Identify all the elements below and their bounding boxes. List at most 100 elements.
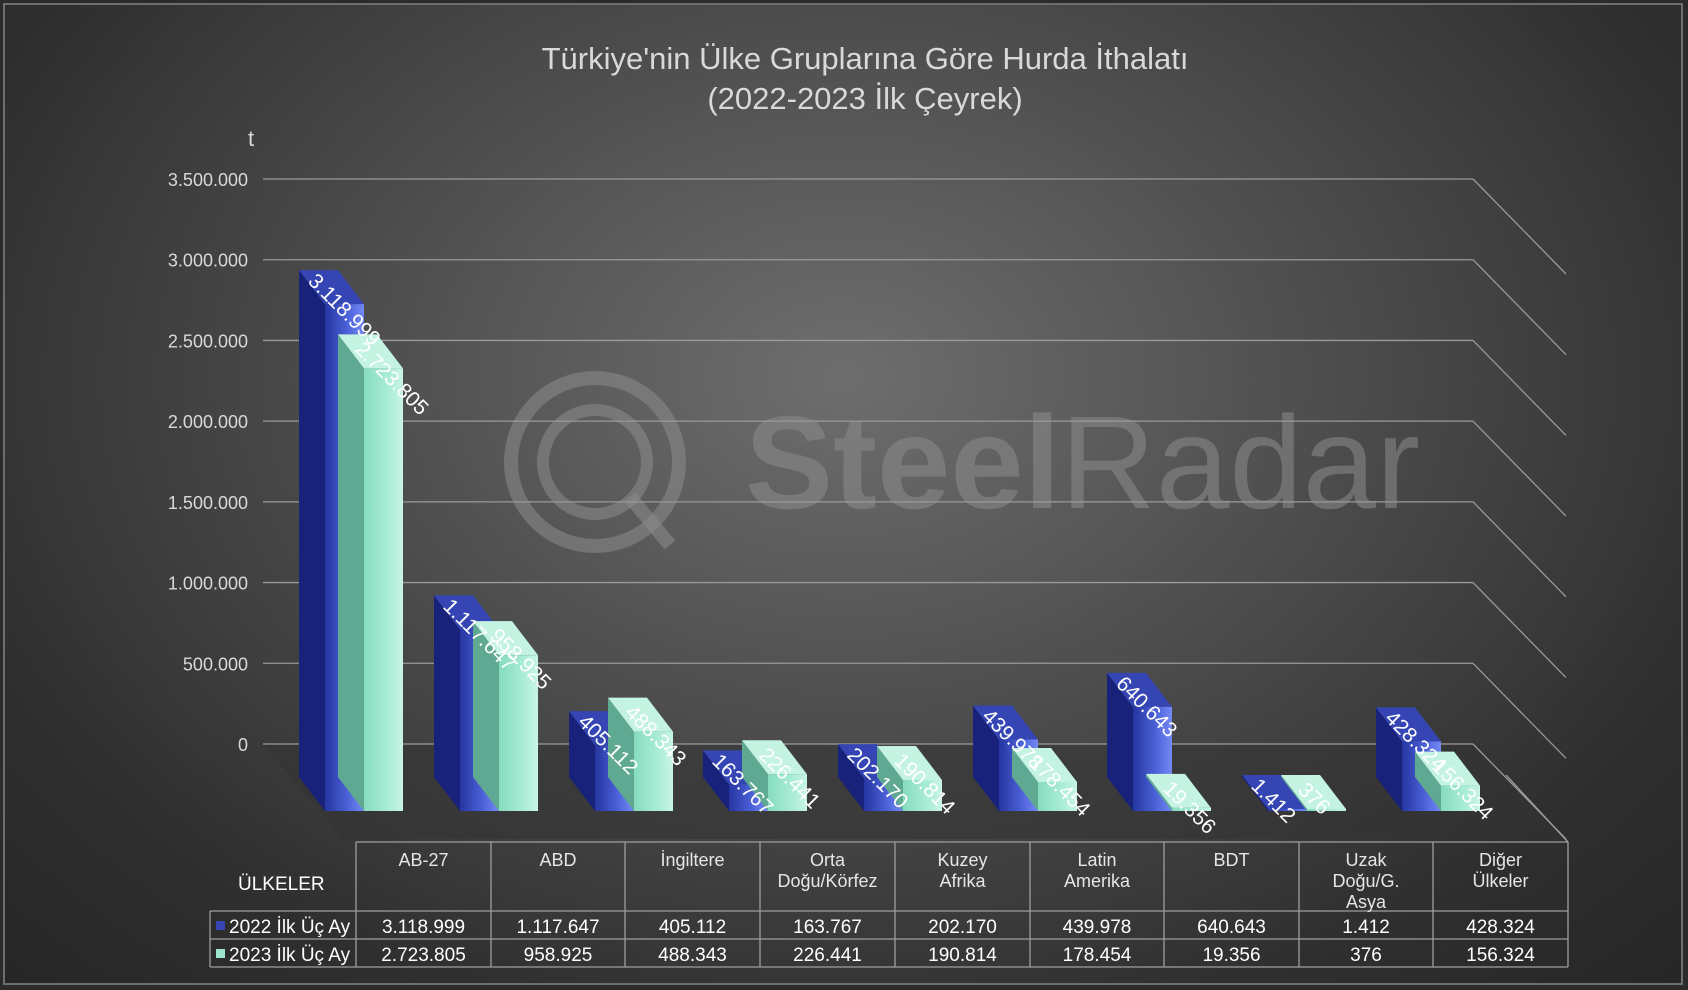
y-tick-label: 500.000 bbox=[183, 654, 248, 674]
bar-2023-front bbox=[364, 368, 403, 811]
bar-2022-top bbox=[1242, 775, 1307, 809]
bar-2022-side bbox=[1242, 775, 1268, 811]
category-label: Uzak bbox=[1345, 850, 1387, 870]
watermark-text-bold: Steel bbox=[745, 389, 1061, 536]
bar-2023-side bbox=[877, 745, 903, 811]
bar-2023-front bbox=[499, 655, 538, 811]
table-cell: 3.118.999 bbox=[382, 917, 465, 938]
bar-2023-front bbox=[1172, 807, 1211, 811]
bar-2023-top bbox=[608, 697, 673, 732]
bar-2022-side bbox=[703, 750, 729, 811]
y-tick-label: 3.500.000 bbox=[168, 170, 248, 190]
bar-2022-side bbox=[1107, 672, 1133, 811]
table-cell: 163.767 bbox=[793, 917, 862, 938]
bar-2023-top bbox=[338, 334, 403, 369]
watermark-text-light: Radar bbox=[1061, 389, 1421, 536]
category-label: Ülkeler bbox=[1472, 871, 1528, 891]
bar-2023-front bbox=[768, 774, 807, 811]
bar-2022-top bbox=[1107, 672, 1172, 707]
watermark: SteelRadar bbox=[504, 371, 1420, 553]
category-label: Amerika bbox=[1064, 871, 1131, 891]
bar-2022-top bbox=[434, 595, 499, 630]
bar-2023-top bbox=[1146, 773, 1211, 808]
table-grid bbox=[209, 774, 1569, 968]
table-cell: 178.454 bbox=[1063, 945, 1132, 966]
table-rows: 2022 İlk Üç Ay 3.118.999 1.117.647 405.112 1… bbox=[216, 917, 1535, 966]
category-label: ABD bbox=[539, 850, 576, 870]
bar-2023-side bbox=[1281, 775, 1307, 811]
chart-title: Türkiye'nin Ülke Gruplarına Göre Hurda İ… bbox=[542, 41, 1189, 76]
table-cell: 439.978 bbox=[1063, 917, 1132, 938]
y-tick-label: 3.000.000 bbox=[168, 251, 248, 271]
category-label: Doğu/G. bbox=[1332, 871, 1399, 891]
bar-2022-side bbox=[434, 595, 460, 811]
y-tick-label: 2.500.000 bbox=[168, 331, 248, 351]
chart-frame: SteelRadar Türkiye'nin Ülke Gruplarına G… bbox=[3, 3, 1683, 985]
bar-2023-side bbox=[1012, 748, 1038, 811]
data-table: ÜLKELER AB-27 ABD İngiltere OrtaDoğu/Körfez… bbox=[209, 774, 1569, 968]
series-name-2023: 2023 İlk Üç Ay bbox=[229, 945, 351, 966]
bar-2023-front bbox=[1441, 785, 1480, 811]
y-tick-label: 0 bbox=[238, 735, 248, 755]
table-line bbox=[1505, 774, 1569, 843]
table-cell: 202.170 bbox=[928, 917, 997, 938]
gridline-depth bbox=[1472, 259, 1567, 356]
category-label: Orta bbox=[810, 850, 846, 870]
y-tick-label: 1.000.000 bbox=[168, 574, 248, 594]
bar-2022-side bbox=[569, 711, 595, 811]
bar-2022-side bbox=[1376, 707, 1402, 811]
category-label: BDT bbox=[1214, 850, 1250, 870]
gridline-depth bbox=[1472, 582, 1567, 679]
gridline-depth bbox=[1472, 178, 1567, 275]
table-cell: 958.925 bbox=[524, 945, 593, 966]
bar-2023-front bbox=[1038, 782, 1077, 811]
bar-2023-top bbox=[742, 740, 807, 775]
gridline-depth bbox=[1472, 420, 1567, 517]
bar-2023-top bbox=[473, 621, 538, 656]
gridline-depth bbox=[1472, 501, 1567, 598]
legend-key-2023 bbox=[216, 949, 225, 958]
category-label: İngiltere bbox=[660, 850, 724, 870]
table-cell: 405.112 bbox=[659, 917, 726, 938]
gridline-depth bbox=[1472, 662, 1567, 759]
category-label: Kuzey bbox=[937, 850, 987, 870]
bar-2023-top bbox=[1415, 751, 1480, 786]
category-label: Afrika bbox=[939, 871, 986, 891]
series-name-2022: 2022 İlk Üç Ay bbox=[229, 917, 351, 938]
watermark-ring-outer bbox=[504, 371, 686, 553]
bar-2023-front bbox=[903, 779, 942, 811]
bar-2022-front bbox=[1268, 809, 1307, 811]
y-axis-unit: t bbox=[248, 126, 254, 151]
chart-svg: SteelRadar Türkiye'nin Ülke Gruplarına G… bbox=[168, 41, 1569, 968]
bar-2022-side bbox=[973, 705, 999, 811]
bars bbox=[299, 270, 1480, 811]
gridline-depth bbox=[1472, 339, 1567, 436]
table-cell: 1.412 bbox=[1342, 917, 1390, 938]
table-cell: 376 bbox=[1350, 945, 1382, 966]
category-label: Doğu/Körfez bbox=[777, 871, 877, 891]
category-label: AB-27 bbox=[398, 850, 448, 870]
y-axis-ticks: 3.500.000 3.000.000 2.500.000 2.000.000 1.50… bbox=[168, 170, 248, 755]
watermark-ring-inner bbox=[537, 404, 653, 520]
bar-2023-side bbox=[473, 621, 499, 811]
bar-2023-front bbox=[634, 731, 673, 811]
category-label: Asya bbox=[1346, 892, 1387, 912]
table-cell: 1.117.647 bbox=[516, 917, 599, 938]
bar-2022-top bbox=[299, 270, 364, 305]
bar-2022-top bbox=[973, 705, 1038, 740]
table-cell: 190.814 bbox=[928, 945, 997, 966]
table-cell: 428.324 bbox=[1466, 917, 1535, 938]
bar-2023-side bbox=[1146, 773, 1172, 811]
y-tick-label: 2.000.000 bbox=[168, 412, 248, 432]
chart-subtitle: (2022-2023 İlk Çeyrek) bbox=[707, 81, 1022, 116]
bar-2023-side bbox=[608, 697, 634, 811]
bar-2023-side bbox=[338, 334, 364, 811]
bar-2023-top bbox=[877, 745, 942, 780]
table-cell: 640.643 bbox=[1197, 917, 1266, 938]
bar-2023-front bbox=[1307, 809, 1346, 811]
table-header-label: ÜLKELER bbox=[238, 874, 325, 895]
table-cell: 488.343 bbox=[658, 945, 727, 966]
bar-2022-top bbox=[1376, 707, 1441, 742]
bar-2022-side bbox=[299, 270, 325, 811]
watermark-text: SteelRadar bbox=[745, 389, 1420, 536]
